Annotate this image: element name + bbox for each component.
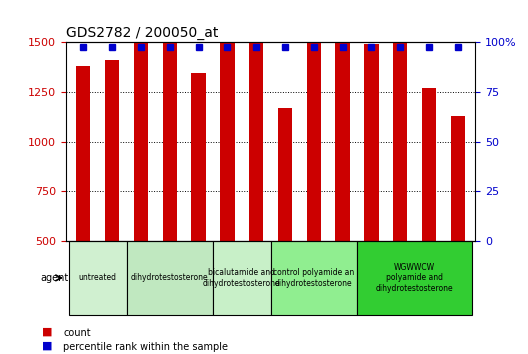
Bar [134,126,148,340]
Text: ■: ■ [42,341,53,351]
Bar [278,108,292,241]
Bar [249,0,263,241]
FancyBboxPatch shape [127,241,213,315]
FancyBboxPatch shape [213,241,271,315]
Text: control polyamide an
dihydrotestosterone: control polyamide an dihydrotestosterone [273,268,354,287]
Text: WGWWCW
polyamide and
dihydrotestosterone: WGWWCW polyamide and dihydrotestosterone [376,263,454,293]
Text: ■: ■ [42,326,53,337]
Bar [163,13,177,241]
Bar [191,172,206,340]
Bar [249,46,263,340]
Text: percentile rank within the sample: percentile rank within the sample [63,342,229,353]
Bar [220,64,234,340]
Bar [191,73,206,241]
Text: count: count [63,328,91,338]
Text: agent: agent [40,273,68,283]
Bar [422,88,436,241]
Bar [307,13,321,241]
Bar [335,0,350,241]
FancyBboxPatch shape [69,241,127,315]
Bar [422,187,436,340]
Bar [364,144,379,340]
Bar [451,116,465,241]
Bar [393,39,408,241]
Bar [105,60,119,241]
Bar [278,207,292,340]
Bar [76,165,90,340]
Bar [307,112,321,340]
Bar [105,159,119,340]
Bar [364,45,379,241]
FancyBboxPatch shape [357,241,473,315]
Text: GDS2782 / 200050_at: GDS2782 / 200050_at [66,26,219,40]
Text: untreated: untreated [79,273,117,282]
Bar [451,215,465,340]
Bar [134,27,148,241]
FancyBboxPatch shape [271,241,357,315]
Bar [393,138,408,340]
Bar [163,112,177,340]
Bar [335,64,350,340]
Text: dihydrotestosterone: dihydrotestosterone [131,273,209,282]
Text: bicalutamide and
dihydrotestosterone: bicalutamide and dihydrotestosterone [203,268,280,287]
Bar [220,0,234,241]
Bar [76,66,90,241]
